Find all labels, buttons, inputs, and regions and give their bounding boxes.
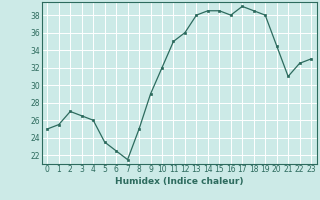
X-axis label: Humidex (Indice chaleur): Humidex (Indice chaleur)	[115, 177, 244, 186]
